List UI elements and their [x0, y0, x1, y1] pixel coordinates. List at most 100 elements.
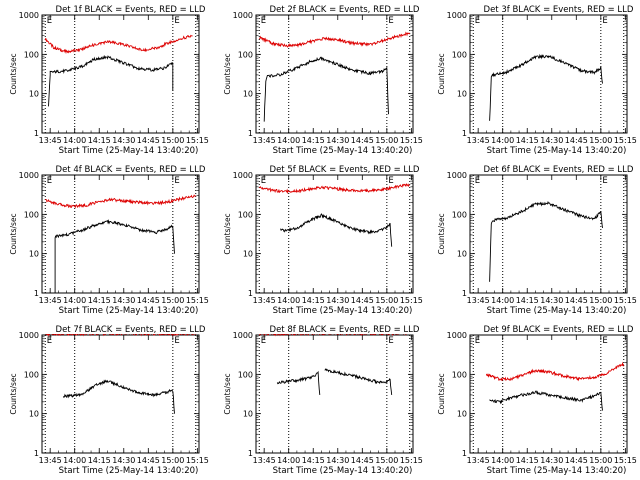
x-tick-label: 14:30	[326, 296, 349, 305]
x-tick-label: 14:45	[351, 136, 374, 145]
y-tick-label: 1	[248, 129, 253, 138]
y-tick-label: 10	[457, 410, 467, 419]
x-tick-label: 15:00	[375, 136, 398, 145]
series-events-line	[489, 390, 603, 411]
series-events-line	[489, 200, 603, 282]
x-tick-label: 15:15	[400, 296, 423, 305]
panel-det-2: Det 2f BLACK = Events, RED = LLD 1 10 100 10…	[223, 5, 423, 156]
y-tick-label: 1000	[447, 331, 467, 340]
y-axis-label: Counts/sec	[9, 373, 18, 414]
x-tick-label: 13:45	[253, 136, 276, 145]
x-tick-label: 14:00	[491, 456, 514, 465]
y-tick-label: 1000	[233, 171, 253, 180]
x-tick-label: 15:15	[614, 136, 637, 145]
x-axis-label: Start Time (25-May-14 13:40:20)	[487, 466, 627, 476]
x-tick-label: 13:45	[467, 136, 490, 145]
plot-frame	[469, 14, 628, 134]
panel-det-6: Det 6f BLACK = Events, RED = LLD 1 10 100 10…	[437, 165, 637, 316]
event-marker-label: E	[388, 336, 393, 346]
panel-title: Det 3f BLACK = Events, RED = LLD	[484, 5, 634, 15]
series-events-line	[263, 56, 389, 122]
panel-title: Det 2f BLACK = Events, RED = LLD	[270, 5, 420, 15]
event-marker-label: E	[261, 16, 266, 26]
y-tick-label: 10	[457, 250, 467, 259]
x-tick-label: 13:45	[467, 456, 490, 465]
x-tick-label: 14:45	[565, 296, 588, 305]
x-tick-label: 14:45	[565, 136, 588, 145]
event-marker-label: E	[47, 336, 52, 346]
x-tick-label: 15:00	[161, 296, 184, 305]
panel-title: Det 6f BLACK = Events, RED = LLD	[484, 165, 634, 175]
event-marker-label: E	[475, 176, 480, 186]
y-tick-label: 100	[452, 210, 467, 219]
plot-frame	[255, 174, 414, 294]
x-axis-label: Start Time (25-May-14 13:40:20)	[59, 306, 199, 316]
x-tick-label: 14:30	[540, 296, 563, 305]
x-axis-label: Start Time (25-May-14 13:40:20)	[273, 146, 413, 156]
x-tick-label: 14:45	[137, 296, 160, 305]
x-tick-label: 13:45	[39, 136, 62, 145]
x-tick-label: 15:15	[400, 456, 423, 465]
x-tick-label: 14:00	[63, 296, 86, 305]
panel-title: Det 1f BLACK = Events, RED = LLD	[56, 5, 206, 15]
x-tick-label: 15:15	[400, 136, 423, 145]
x-tick-label: 13:45	[39, 296, 62, 305]
plot-frame	[41, 334, 200, 454]
y-tick-label: 1000	[19, 171, 39, 180]
y-axis-label: Counts/sec	[223, 213, 232, 254]
y-axis-label: Counts/sec	[437, 53, 446, 94]
x-axis-label: Start Time (25-May-14 13:40:20)	[487, 306, 627, 316]
panel-title: Det 8f BLACK = Events, RED = LLD	[270, 325, 420, 335]
y-tick-label: 1000	[19, 331, 39, 340]
y-tick-label: 10	[29, 410, 39, 419]
x-tick-label: 14:45	[351, 456, 374, 465]
x-axis-label: Start Time (25-May-14 13:40:20)	[59, 466, 199, 476]
x-tick-label: 14:30	[112, 456, 135, 465]
y-axis-label: Counts/sec	[223, 53, 232, 94]
y-tick-label: 100	[24, 50, 39, 59]
x-tick-label: 14:00	[277, 296, 300, 305]
x-tick-label: 14:30	[540, 136, 563, 145]
x-tick-label: 14:15	[516, 296, 539, 305]
series-events-line	[489, 53, 603, 121]
panel-det-8: Det 8f BLACK = Events, RED = LLD 1 10 100 10…	[223, 325, 423, 476]
event-marker-label: E	[174, 16, 179, 26]
x-tick-label: 14:45	[137, 456, 160, 465]
x-axis-label: Start Time (25-May-14 13:40:20)	[273, 306, 413, 316]
series-lld-line	[485, 361, 625, 382]
x-tick-label: 14:15	[516, 456, 539, 465]
y-axis-label: Counts/sec	[223, 373, 232, 414]
panel-det-3: Det 3f BLACK = Events, RED = LLD 1 10 100 10…	[437, 5, 637, 156]
x-tick-label: 15:00	[589, 136, 612, 145]
series-events-line	[48, 54, 174, 107]
x-tick-label: 14:00	[277, 136, 300, 145]
panel-det-1: Det 1f BLACK = Events, RED = LLD 1 10 100 10…	[9, 5, 209, 156]
panel-det-5: Det 5f BLACK = Events, RED = LLD 1 10 100 10…	[223, 165, 423, 316]
y-tick-label: 10	[243, 90, 253, 99]
y-tick-label: 100	[238, 370, 253, 379]
y-tick-label: 1	[462, 129, 467, 138]
y-tick-label: 1000	[447, 171, 467, 180]
panel-det-7: Det 7f BLACK = Events, RED = LLD 1 10 100 10…	[9, 325, 209, 476]
y-tick-label: 1000	[233, 11, 253, 20]
x-tick-label: 15:00	[589, 456, 612, 465]
y-tick-label: 1000	[233, 331, 253, 340]
x-tick-label: 14:00	[277, 456, 300, 465]
y-tick-label: 100	[452, 50, 467, 59]
x-axis-label: Start Time (25-May-14 13:40:20)	[273, 466, 413, 476]
event-marker-label: E	[261, 336, 266, 346]
event-marker-label: E	[47, 176, 52, 186]
x-axis-label: Start Time (25-May-14 13:40:20)	[487, 146, 627, 156]
event-marker-label: E	[475, 16, 480, 26]
y-tick-label: 1	[248, 449, 253, 458]
x-tick-label: 14:15	[302, 456, 325, 465]
y-axis-label: Counts/sec	[437, 373, 446, 414]
series-lld-line	[44, 34, 193, 55]
x-tick-label: 14:45	[137, 136, 160, 145]
x-tick-label: 14:15	[88, 136, 111, 145]
x-tick-label: 15:15	[186, 136, 209, 145]
x-tick-label: 13:45	[253, 456, 276, 465]
event-marker-label: E	[475, 336, 480, 346]
event-marker-label: E	[174, 176, 179, 186]
